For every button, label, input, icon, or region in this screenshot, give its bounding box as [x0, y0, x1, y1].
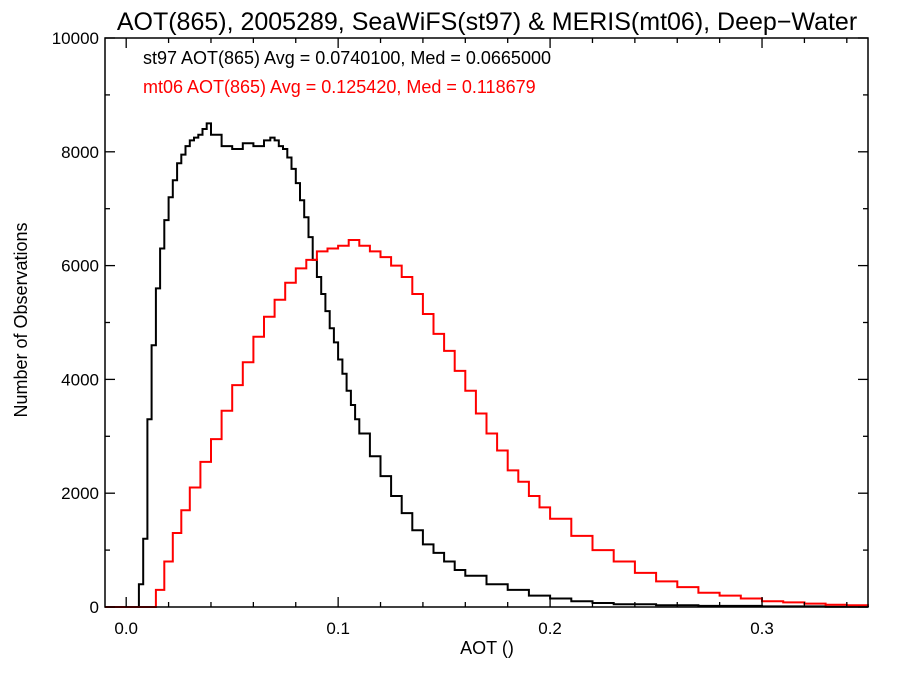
y-tick-label: 8000 [61, 143, 99, 162]
x-tick-label: 0.2 [538, 619, 562, 638]
x-tick-label: 0.3 [750, 619, 774, 638]
chart-title: AOT(865), 2005289, SeaWiFS(st97) & MERIS… [117, 8, 857, 36]
series-line-0 [105, 122, 869, 608]
annotation-st97: st97 AOT(865) Avg = 0.0740100, Med = 0.0… [143, 48, 551, 68]
x-tick-label: 0.1 [326, 619, 350, 638]
y-tick-label: 6000 [61, 257, 99, 276]
y-tick-label: 0 [90, 598, 99, 617]
y-tick-label: 2000 [61, 484, 99, 503]
y-tick-label: 4000 [61, 370, 99, 389]
plot-frame [104, 37, 869, 608]
series-line-1 [105, 239, 869, 608]
x-axis-label: AOT () [460, 638, 514, 658]
y-tick-label: 10000 [52, 29, 99, 48]
series-layer [105, 122, 869, 608]
axes-layer: 0.0 0.1 0.2 0.3 0 2000 4000 6000 8000 10000 [52, 29, 869, 638]
annotation-mt06: mt06 AOT(865) Avg = 0.125420, Med = 0.11… [143, 77, 536, 97]
y-axis-label: Number of Observations [11, 222, 31, 417]
x-tick-label: 0.0 [114, 619, 138, 638]
